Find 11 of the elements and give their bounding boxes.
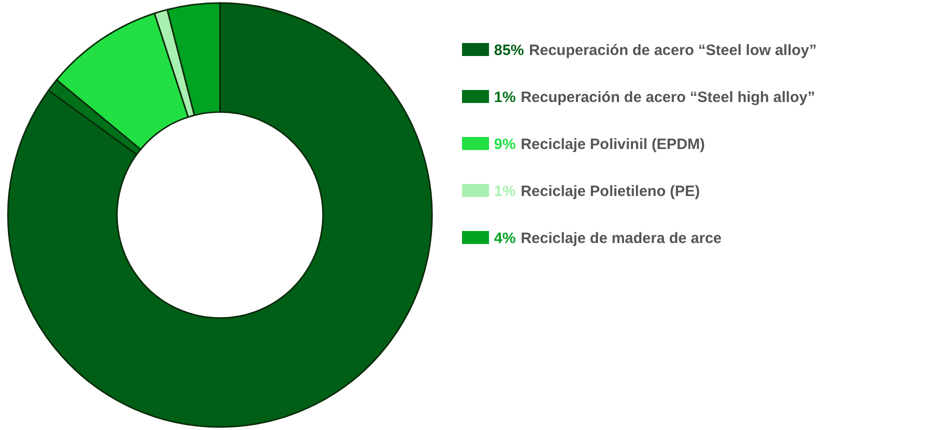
legend-label: Recuperación de acero “Steel high alloy” <box>520 89 815 106</box>
legend-label: Reciclaje Polivinil (EPDM) <box>520 136 705 153</box>
slice-label: Recuperación de acero “Steel low alloy” <box>529 42 817 59</box>
donut-slice <box>7 2 433 428</box>
data-label: 1% <box>494 89 516 106</box>
data-label: 1% <box>494 183 516 200</box>
legend-label: Reciclaje de madera de arce <box>520 230 722 247</box>
data-label: 85% <box>494 42 524 59</box>
legend-label: Reciclaje Polietileno (PE) <box>520 183 700 200</box>
data-label: 4% <box>494 230 516 247</box>
data-label: 9% <box>494 136 516 153</box>
